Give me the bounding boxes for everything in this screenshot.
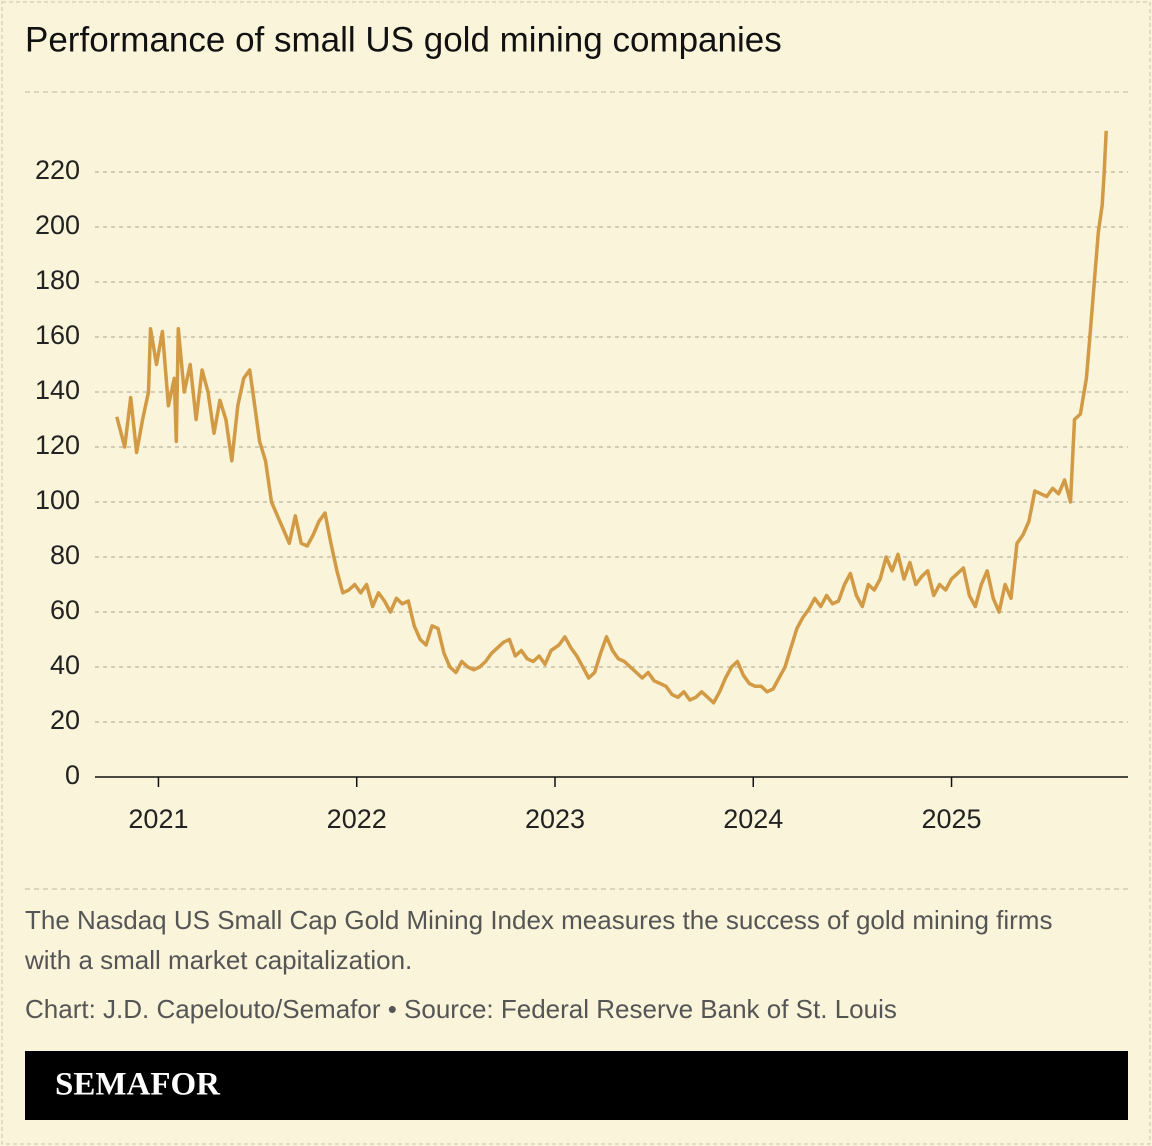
x-tick-label: 2021	[128, 804, 188, 834]
y-tick-label: 20	[50, 705, 80, 735]
y-tick-label: 40	[50, 650, 80, 680]
y-tick-label: 0	[65, 760, 80, 790]
chart-title: Performance of small US gold mining comp…	[25, 20, 782, 59]
y-tick-label: 100	[35, 485, 80, 515]
y-tick-label: 180	[35, 265, 80, 295]
note-line: The Nasdaq US Small Cap Gold Mining Inde…	[25, 905, 1052, 935]
x-tick-label: 2023	[525, 804, 585, 834]
y-tick-label: 140	[35, 375, 80, 405]
y-tick-label: 220	[35, 155, 80, 185]
y-tick-label: 80	[50, 540, 80, 570]
x-tick-label: 2024	[723, 804, 783, 834]
source: Chart: J.D. Capelouto/Semafor • Source: …	[25, 994, 897, 1024]
y-tick-label: 120	[35, 430, 80, 460]
y-tick-label: 60	[50, 595, 80, 625]
brand: SEMAFOR	[55, 1067, 221, 1103]
note-line: with a small market capitalization.	[24, 945, 412, 975]
data-line	[115, 130, 1108, 705]
x-tick-label: 2025	[921, 804, 981, 834]
y-tick-label: 160	[35, 320, 80, 350]
x-tick-label: 2022	[327, 804, 387, 834]
y-tick-label: 200	[35, 210, 80, 240]
brand-bar	[25, 1051, 1128, 1120]
